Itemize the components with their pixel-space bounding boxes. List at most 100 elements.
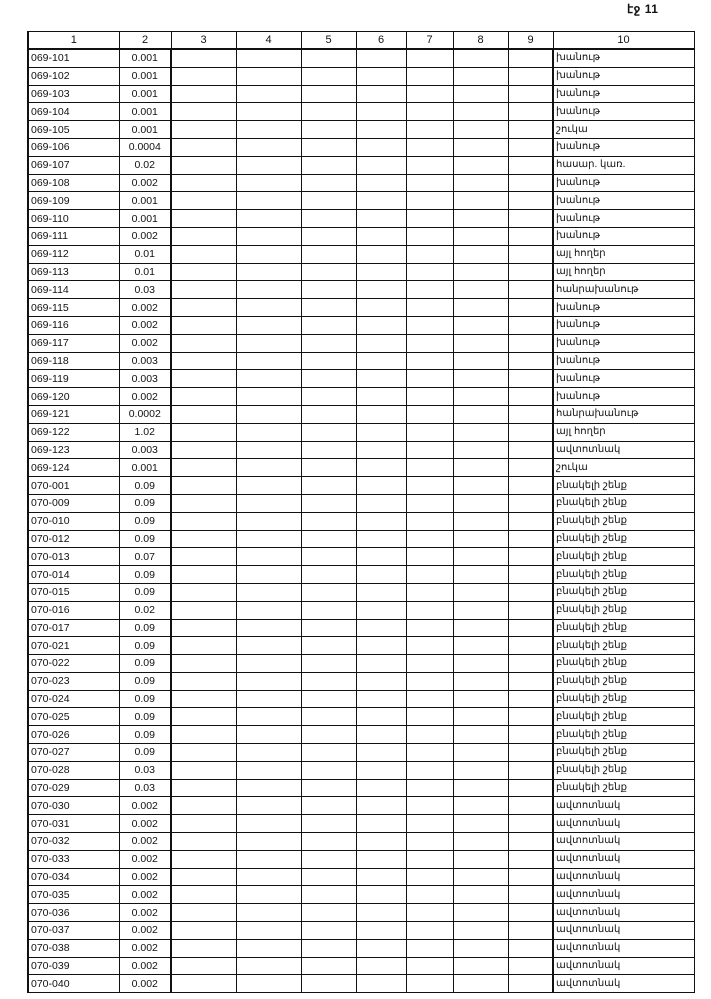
empty-cell: [300, 476, 357, 495]
parcel-code: 070-010: [27, 511, 120, 531]
empty-cell: [452, 298, 509, 317]
empty-cell: [507, 102, 554, 122]
empty-cell: [405, 689, 454, 709]
empty-cell: [452, 671, 509, 691]
empty-cell: [170, 867, 237, 887]
empty-cell: [405, 725, 454, 745]
parcel-code: 070-027: [27, 743, 120, 762]
empty-cell: [405, 66, 454, 86]
empty-cell: [507, 262, 554, 282]
empty-cell: [452, 600, 509, 620]
empty-cell: [507, 209, 554, 228]
empty-cell: [405, 244, 454, 264]
empty-cell: [170, 66, 237, 86]
empty-cell: [405, 885, 454, 905]
empty-cell: [452, 458, 509, 478]
table-row: 069-108 0.002 խանութ: [27, 173, 695, 193]
table-row: 069-106 0.0004 խանութ: [27, 137, 695, 157]
column-header-10: 10: [552, 31, 695, 50]
empty-cell: [170, 173, 237, 193]
empty-cell: [355, 814, 407, 834]
empty-cell: [235, 137, 302, 157]
empty-cell: [170, 600, 237, 620]
parcel-code: 069-102: [27, 66, 120, 86]
area-value: 0.03: [118, 760, 172, 780]
table-row: 069-103 0.001 խանութ: [27, 84, 695, 104]
empty-cell: [405, 654, 454, 673]
empty-cell: [355, 422, 407, 442]
land-use: խանութ: [552, 333, 695, 353]
empty-cell: [170, 671, 237, 691]
table-row: 069-102 0.001 խանութ: [27, 66, 695, 86]
table-row: 070-037 0.002 ավտոտնակ: [27, 921, 695, 940]
header-row: 1 2 3 4 5 6 7 8 9 10: [27, 31, 695, 50]
empty-cell: [452, 155, 509, 175]
empty-cell: [170, 778, 237, 798]
parcel-code: 070-040: [27, 974, 120, 994]
empty-cell: [355, 582, 407, 602]
empty-cell: [452, 832, 509, 851]
empty-cell: [405, 511, 454, 531]
empty-cell: [405, 84, 454, 104]
empty-cell: [452, 280, 509, 300]
empty-cell: [170, 832, 237, 851]
empty-cell: [235, 938, 302, 958]
empty-cell: [452, 511, 509, 531]
column-header-9: 9: [507, 31, 554, 50]
parcel-code: 069-101: [27, 48, 120, 68]
empty-cell: [405, 120, 454, 139]
land-use: այլ հողեր: [552, 262, 695, 282]
empty-cell: [235, 743, 302, 762]
area-value: 0.001: [118, 102, 172, 122]
area-value: 0.09: [118, 654, 172, 673]
land-use: խանութ: [552, 84, 695, 104]
table-row: 070-038 0.002 ավտոտնակ: [27, 938, 695, 958]
empty-cell: [405, 315, 454, 335]
area-value: 0.001: [118, 191, 172, 211]
empty-cell: [355, 298, 407, 317]
column-header-2: 2: [118, 31, 172, 50]
empty-cell: [170, 404, 237, 424]
column-header-1: 1: [27, 31, 120, 50]
empty-cell: [170, 974, 237, 994]
table-row: 070-039 0.002 ավտոտնակ: [27, 956, 695, 976]
empty-cell: [452, 262, 509, 282]
empty-cell: [355, 476, 407, 495]
empty-cell: [405, 387, 454, 406]
empty-cell: [355, 226, 407, 246]
empty-cell: [235, 262, 302, 282]
empty-cell: [300, 725, 357, 745]
empty-cell: [235, 956, 302, 976]
parcel-code: 070-030: [27, 796, 120, 816]
empty-cell: [405, 974, 454, 994]
empty-cell: [507, 84, 554, 104]
empty-cell: [507, 529, 554, 549]
land-use: ավտոտնակ: [552, 814, 695, 834]
empty-cell: [355, 529, 407, 549]
table-row: 070-040 0.002 ավտոտնակ: [27, 974, 695, 994]
empty-cell: [507, 66, 554, 86]
empty-cell: [507, 921, 554, 940]
land-use: ավտոտնակ: [552, 956, 695, 976]
land-use: ավտոտնակ: [552, 832, 695, 851]
empty-cell: [452, 565, 509, 584]
empty-cell: [507, 493, 554, 513]
land-use: խանութ: [552, 173, 695, 193]
empty-cell: [300, 493, 357, 513]
area-value: 0.01: [118, 262, 172, 282]
empty-cell: [405, 671, 454, 691]
empty-cell: [170, 440, 237, 460]
empty-cell: [235, 173, 302, 193]
empty-cell: [452, 226, 509, 246]
empty-cell: [452, 921, 509, 940]
empty-cell: [452, 440, 509, 460]
empty-cell: [300, 422, 357, 442]
parcel-code: 070-031: [27, 814, 120, 834]
area-value: 0.09: [118, 618, 172, 638]
empty-cell: [235, 404, 302, 424]
land-use: բնակելի շենք: [552, 778, 695, 798]
empty-cell: [405, 529, 454, 549]
land-use: հանրախանութ: [552, 280, 695, 300]
table-row: 070-035 0.002 ավտոտնակ: [27, 885, 695, 905]
empty-cell: [235, 155, 302, 175]
